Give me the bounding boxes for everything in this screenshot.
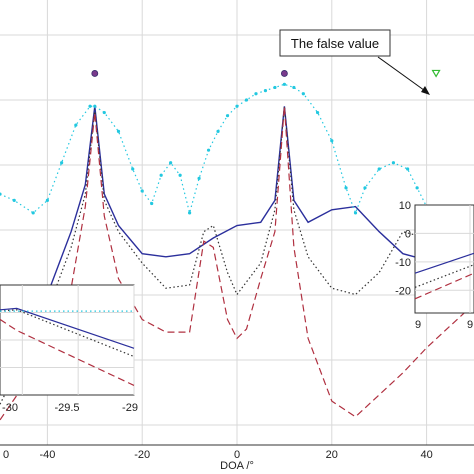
- inset-right-frame: [414, 204, 474, 314]
- series-point-3-5: [74, 123, 78, 127]
- inset-left-tick-2: -29: [122, 402, 138, 414]
- series-point-3-28: [301, 92, 305, 96]
- inset-right-line-0: [414, 252, 474, 274]
- series-point-3-7: [93, 104, 97, 108]
- series-point-3-35: [391, 161, 396, 165]
- x-tick-label-5: 40: [420, 449, 432, 461]
- series-point-3-4: [60, 161, 64, 165]
- series-line-2: [0, 106, 474, 421]
- inset-right-series: [414, 252, 474, 300]
- annotation-text: The false value: [291, 36, 379, 51]
- inset-left: -30 -29.5 -29: [0, 284, 138, 414]
- series-point-3-29: [315, 110, 320, 115]
- series-point-3-3: [45, 198, 50, 202]
- series-point-3-16: [188, 211, 192, 215]
- annotation-box: [279, 29, 391, 57]
- series-point-3-2: [31, 211, 35, 215]
- series-point-3-10: [131, 167, 135, 171]
- series-point-3-37: [415, 186, 419, 190]
- series-line-1: [0, 106, 474, 405]
- series-point-3-36: [406, 167, 410, 171]
- inset-right: 10 0 -10 -20 9 9: [395, 200, 474, 331]
- series-point-3-26: [282, 82, 286, 86]
- series-point-3-22: [244, 98, 249, 102]
- inset-right-ytick-2: -10: [395, 257, 411, 269]
- x-tick-label-4: 20: [326, 449, 338, 461]
- x-tick-label-1: -40: [39, 449, 55, 461]
- series-point-3-33: [363, 186, 367, 190]
- series-point-3-24: [263, 88, 268, 93]
- series-point-3-6: [88, 104, 92, 108]
- x-tick-label-0: 0: [3, 449, 9, 461]
- inset-right-grid: [415, 205, 474, 313]
- inset-left-line-2: [0, 318, 135, 386]
- annotation-arrow: [377, 56, 429, 94]
- series-point-3-0: [0, 192, 2, 196]
- series-group: [0, 82, 474, 421]
- inset-right-ytick-0: 10: [399, 200, 411, 212]
- series-point-3-30: [330, 139, 334, 143]
- inset-left-tick-labels: -30 -29.5 -29: [2, 402, 138, 414]
- series-line-3: [0, 83, 428, 216]
- series-point-3-19: [216, 129, 220, 133]
- series-point-3-13: [159, 173, 163, 177]
- inset-left-tick-0: -30: [2, 402, 18, 414]
- series-point-3-12: [150, 201, 154, 206]
- series-point-3-18: [206, 148, 211, 152]
- series-point-3-23: [254, 92, 258, 96]
- inset-right-ytick-1: 0: [405, 228, 411, 240]
- peak-markers: [91, 69, 441, 78]
- inset-right-line-1: [414, 264, 474, 288]
- series-point-3-17: [197, 176, 201, 181]
- x-tick-label-2: -20: [134, 449, 150, 461]
- series-line-0: [0, 106, 474, 389]
- inset-left-tick-1: -29.5: [54, 402, 79, 414]
- series-point-3-27: [292, 85, 296, 90]
- inset-right-ytick-3: -20: [395, 285, 411, 297]
- x-tick-labels: 0 -40 -20 0 20 40: [3, 449, 433, 461]
- peak-marker-0: [91, 70, 99, 77]
- inset-left-line-1: [0, 309, 135, 358]
- series-point-3-20: [225, 114, 230, 118]
- series-point-3-9: [116, 129, 121, 133]
- peak-marker-1: [280, 70, 288, 77]
- annotation-arrowhead: [421, 86, 430, 95]
- inset-right-xtick-0: 9: [415, 319, 421, 331]
- series-point-3-15: [178, 173, 182, 177]
- inset-left-series: [0, 307, 135, 386]
- inset-right-xtick-1: 9: [467, 319, 473, 331]
- false-value-marker: [431, 69, 441, 78]
- series-point-3-31: [344, 186, 348, 190]
- series-point-3-32: [353, 211, 358, 215]
- inset-right-tick-labels: 10 0 -10 -20 9 9: [395, 200, 473, 331]
- series-point-3-11: [140, 189, 144, 193]
- inset-left-line-0: [0, 307, 135, 349]
- series-point-3-34: [377, 167, 381, 171]
- series-point-3-25: [273, 85, 277, 90]
- series-point-3-1: [12, 198, 16, 202]
- inset-left-grid: [0, 285, 135, 395]
- series-point-3-21: [235, 104, 239, 108]
- series-point-3-8: [102, 110, 106, 115]
- x-tick-label-3: 0: [234, 449, 240, 461]
- series-point-3-14: [169, 161, 173, 165]
- x-axis-label: DOA /°: [220, 460, 254, 472]
